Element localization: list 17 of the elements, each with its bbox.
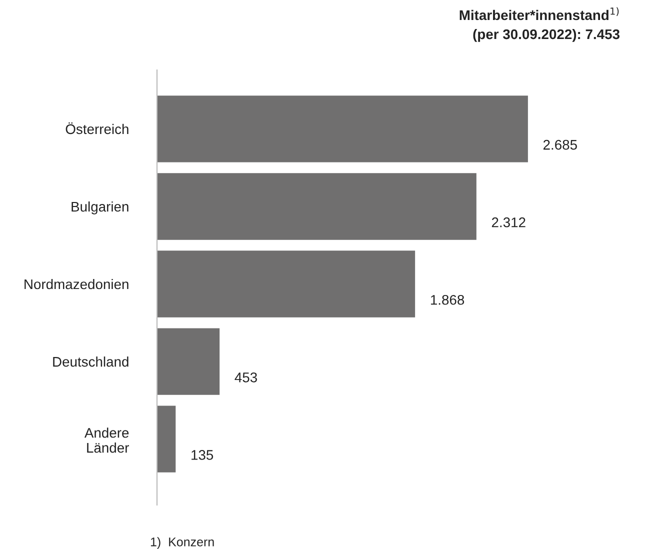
text: 1) Konzern (150, 537, 214, 549)
bar (157, 173, 476, 240)
y-tick-label: Nordmazedonien (24, 278, 128, 290)
data-label: 2.312 (492, 217, 526, 228)
data-label: 2.685 (543, 140, 577, 150)
bar (157, 250, 416, 318)
y-tick-label: Deutschland (53, 356, 128, 367)
y-tick-label: Österreich (66, 122, 128, 134)
data-label: 453 (234, 372, 257, 382)
y-tick-label: Andere Länder (84, 428, 129, 453)
bar (157, 406, 176, 472)
y-tick-label: Bulgarien (72, 201, 128, 214)
chart-title: Mitarbeiter*innenstand$^{1)}$ (per 30.09.2022): 7.453 (460, 7, 620, 42)
data-label: 1.868 (430, 294, 464, 305)
data-label: 135 (192, 450, 214, 460)
bar (157, 96, 528, 162)
bar (157, 328, 220, 395)
